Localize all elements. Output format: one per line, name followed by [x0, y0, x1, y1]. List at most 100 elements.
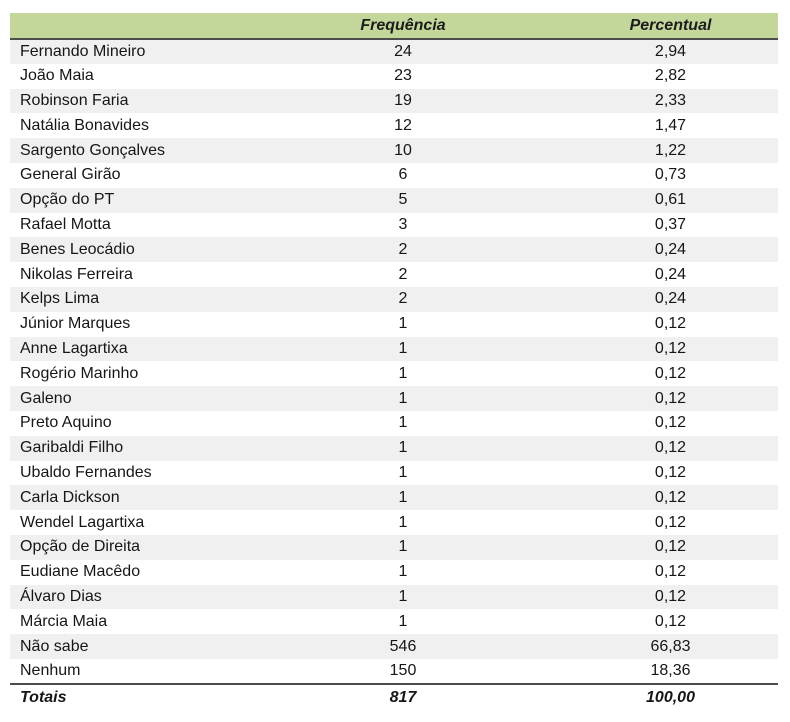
name-cell: Álvaro Dias: [20, 587, 102, 605]
table-row: Eudiane Macêdo 1 0,12: [10, 559, 778, 585]
frequency-cell: 546: [389, 637, 417, 655]
percentual-cell: 66,83: [650, 637, 691, 655]
name-cell: Não sabe: [20, 637, 89, 655]
table-row: Benes Leocádio 2 0,24: [10, 237, 778, 263]
name-cell: João Maia: [20, 67, 94, 85]
name-cell: Carla Dickson: [20, 488, 120, 506]
frequency-cell: 3: [398, 215, 408, 233]
table-row: General Girão 6 0,73: [10, 162, 778, 188]
table-body: Fernando Mineiro 24 2,94 João Maia 23 2,…: [10, 39, 778, 684]
name-cell: Robinson Faria: [20, 91, 129, 109]
table-row: Opção de Direita 1 0,12: [10, 534, 778, 560]
name-cell: Wendel Lagartixa: [20, 513, 145, 531]
table-row: Ubaldo Fernandes 1 0,12: [10, 460, 778, 486]
frequency-cell: 12: [394, 116, 412, 134]
table-row: Fernando Mineiro 24 2,94: [10, 39, 778, 64]
percentual-cell: 0,61: [654, 191, 687, 209]
percentual-cell: 1,22: [654, 141, 687, 159]
name-cell: Rafael Motta: [20, 215, 111, 233]
table-row: Robinson Faria 19 2,33: [10, 88, 778, 114]
frequency-cell: 6: [398, 166, 408, 184]
percentual-cell: 2,33: [654, 91, 687, 109]
name-cell: Fernando Mineiro: [20, 42, 146, 60]
totals-percentual: 100,00: [563, 682, 778, 711]
frequency-cell: 10: [394, 141, 412, 159]
frequency-cell: 2: [398, 265, 408, 283]
name-cell: Nenhum: [20, 661, 81, 679]
frequency-table: Frequência Percentual Fernando Mineiro 2…: [10, 13, 778, 711]
table-row: Márcia Maia 1 0,12: [10, 609, 778, 635]
name-cell: Júnior Marques: [20, 315, 131, 333]
name-cell: Kelps Lima: [20, 290, 100, 308]
table-row: Nenhum 150 18,36: [10, 658, 778, 684]
percentual-cell: 0,12: [654, 563, 687, 581]
frequency-cell: 1: [398, 339, 408, 357]
name-cell: Anne Lagartixa: [20, 339, 128, 357]
frequency-table-container: Frequência Percentual Fernando Mineiro 2…: [10, 13, 778, 711]
frequency-cell: 1: [398, 587, 408, 605]
percentual-cell: 0,12: [654, 439, 687, 457]
table-row: Galeno 1 0,12: [10, 386, 778, 411]
percentual-cell: 2,82: [654, 67, 687, 85]
frequency-cell: 1: [398, 563, 408, 581]
frequency-cell: 1: [398, 315, 408, 333]
frequency-cell: 24: [394, 42, 412, 60]
table-row: Júnior Marques 1 0,12: [10, 311, 778, 337]
name-cell: Eudiane Macêdo: [20, 563, 141, 581]
frequency-cell: 150: [389, 661, 417, 679]
percentual-cell: 0,12: [654, 612, 687, 630]
totals-frequency: 817: [243, 682, 563, 711]
name-cell: General Girão: [20, 166, 121, 184]
frequency-cell: 1: [398, 538, 408, 556]
name-cell: Natália Bonavides: [20, 116, 149, 134]
percentual-cell: 18,36: [650, 661, 691, 679]
percentual-cell: 0,73: [654, 166, 687, 184]
header-frequency: Frequência: [243, 13, 563, 40]
frequency-cell: 1: [398, 414, 408, 432]
table-row: Anne Lagartixa 1 0,12: [10, 336, 778, 362]
name-cell: Sargento Gonçalves: [20, 141, 165, 159]
name-cell: Nikolas Ferreira: [20, 265, 133, 283]
frequency-cell: 1: [398, 439, 408, 457]
frequency-cell: 1: [398, 513, 408, 531]
percentual-cell: 0,12: [654, 587, 687, 605]
table-row: Nikolas Ferreira 2 0,24: [10, 262, 778, 287]
percentual-cell: 0,37: [654, 215, 687, 233]
totals-row: Totais 817 100,00: [10, 682, 778, 711]
percentual-cell: 1,47: [654, 116, 687, 134]
percentual-cell: 0,12: [654, 538, 687, 556]
name-cell: Preto Aquino: [20, 414, 112, 432]
frequency-cell: 1: [398, 389, 408, 407]
table-row: Rafael Motta 3 0,37: [10, 212, 778, 238]
table-row: Preto Aquino 1 0,12: [10, 410, 778, 436]
name-cell: Benes Leocádio: [20, 240, 135, 258]
table-header: Frequência Percentual: [10, 13, 778, 40]
percentual-cell: 0,24: [654, 290, 687, 308]
percentual-cell: 0,12: [654, 488, 687, 506]
table-row: Opção do PT 5 0,61: [10, 187, 778, 213]
name-cell: Ubaldo Fernandes: [20, 463, 152, 481]
percentual-cell: 0,12: [654, 339, 687, 357]
totals-label: Totais: [10, 682, 243, 711]
percentual-cell: 0,12: [654, 463, 687, 481]
frequency-cell: 5: [398, 191, 408, 209]
frequency-cell: 19: [394, 91, 412, 109]
table-row: Kelps Lima 2 0,24: [10, 286, 778, 312]
table-row: Não sabe 546 66,83: [10, 634, 778, 659]
table-row: Carla Dickson 1 0,12: [10, 485, 778, 511]
header-row: Frequência Percentual: [10, 13, 778, 40]
table-footer: Totais 817 100,00: [10, 682, 778, 711]
name-cell: Galeno: [20, 389, 72, 407]
name-cell: Opção de Direita: [20, 538, 141, 556]
name-cell: Márcia Maia: [20, 612, 108, 630]
table-row: Natália Bonavides 12 1,47: [10, 113, 778, 139]
table-row: João Maia 23 2,82: [10, 63, 778, 89]
frequency-cell: 1: [398, 463, 408, 481]
header-percentual: Percentual: [563, 13, 778, 40]
percentual-cell: 0,24: [654, 265, 687, 283]
table-row: Wendel Lagartixa 1 0,12: [10, 510, 778, 535]
table-row: Garibaldi Filho 1 0,12: [10, 435, 778, 461]
table-row: Rogério Marinho 1 0,12: [10, 361, 778, 387]
percentual-cell: 0,12: [654, 389, 687, 407]
frequency-cell: 2: [398, 240, 408, 258]
